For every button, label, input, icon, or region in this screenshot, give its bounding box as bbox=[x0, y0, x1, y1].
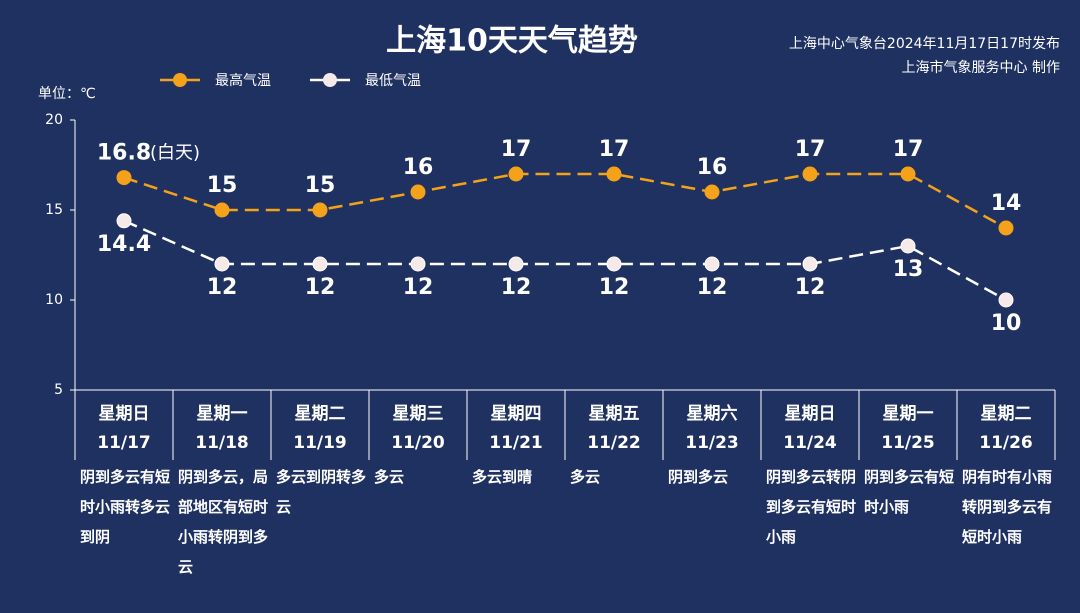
unit-label: 单位：℃ bbox=[38, 86, 96, 102]
point bbox=[998, 220, 1014, 236]
data-label: 17 bbox=[599, 137, 630, 162]
weather-text: 多云 bbox=[374, 468, 405, 486]
series-line bbox=[123, 219, 1007, 302]
x-tick-label: 11/25 bbox=[881, 433, 935, 453]
point bbox=[900, 166, 916, 182]
data-label: 12 bbox=[501, 275, 532, 300]
weather-text: 阴有时有小雨转阴到多云有短时小雨 bbox=[962, 468, 1053, 546]
annotation: (白天) bbox=[150, 143, 200, 164]
data-label: 17 bbox=[795, 137, 826, 162]
data-label: 17 bbox=[893, 137, 924, 162]
legend-label: 最高气温 bbox=[215, 72, 271, 89]
weekday-label: 星期六 bbox=[687, 403, 738, 424]
point bbox=[410, 184, 426, 200]
data-label: 12 bbox=[403, 275, 434, 300]
y-tick-label: 15 bbox=[45, 202, 63, 218]
weekday-label: 星期日 bbox=[99, 404, 150, 424]
weekday-label: 星期一 bbox=[197, 404, 248, 424]
point bbox=[606, 166, 622, 182]
source: 上海中心气象台2024年11月17日17时发布 bbox=[789, 36, 1060, 52]
data-label: 17 bbox=[501, 137, 532, 162]
point bbox=[704, 256, 720, 272]
weather-text: 阴到多云，局部地区有短时小雨转阴到多云 bbox=[178, 468, 269, 576]
weather-text: 阴到多云有短时小雨转多云到阴 bbox=[80, 468, 171, 546]
y-tick-label: 5 bbox=[54, 382, 63, 398]
point bbox=[508, 256, 524, 272]
weather-text: 阴到多云转阴到多云有短时小雨 bbox=[766, 468, 857, 546]
x-tick-label: 11/17 bbox=[97, 433, 151, 453]
data-label: 12 bbox=[697, 275, 728, 300]
weekday-label: 星期二 bbox=[295, 404, 346, 424]
point bbox=[312, 256, 328, 272]
point bbox=[312, 202, 328, 218]
data-label: 10 bbox=[991, 311, 1022, 336]
data-label: 16.8 bbox=[97, 141, 151, 166]
weekday-label: 星期一 bbox=[883, 404, 934, 424]
x-tick-label: 11/20 bbox=[391, 433, 445, 453]
source: 上海市气象服务中心 制作 bbox=[902, 59, 1060, 76]
series-line bbox=[123, 172, 1007, 230]
point bbox=[900, 238, 916, 254]
weather-text: 阴到多云有短时小雨 bbox=[864, 468, 955, 516]
point bbox=[214, 256, 230, 272]
chart-title: 上海10天天气趋势 bbox=[386, 24, 638, 59]
data-label: 14 bbox=[991, 191, 1022, 216]
point bbox=[802, 166, 818, 182]
weekday-label: 星期三 bbox=[393, 404, 444, 424]
weather-text: 多云 bbox=[570, 468, 601, 486]
point bbox=[508, 166, 524, 182]
legend-label: 最低气温 bbox=[365, 73, 421, 89]
legend-marker bbox=[173, 73, 187, 87]
data-label: 12 bbox=[207, 275, 238, 300]
data-label: 14.4 bbox=[97, 232, 151, 257]
x-tick-label: 11/26 bbox=[979, 433, 1033, 453]
x-tick-label: 11/21 bbox=[489, 433, 543, 453]
data-label: 12 bbox=[795, 275, 826, 300]
x-tick-label: 11/24 bbox=[783, 433, 837, 453]
x-tick-label: 11/19 bbox=[293, 433, 347, 453]
y-tick-label: 20 bbox=[45, 112, 63, 128]
x-tick-label: 11/18 bbox=[195, 433, 249, 453]
data-label: 12 bbox=[599, 275, 630, 300]
data-label: 13 bbox=[893, 257, 924, 282]
weekday-label: 星期五 bbox=[589, 404, 640, 424]
data-label: 15 bbox=[207, 173, 238, 198]
legend-marker bbox=[323, 73, 337, 87]
data-label: 12 bbox=[305, 275, 336, 300]
point bbox=[802, 256, 818, 272]
point bbox=[116, 213, 132, 229]
point bbox=[116, 170, 132, 186]
weather-text: 阴到多云 bbox=[668, 468, 729, 486]
weekday-label: 星期四 bbox=[491, 404, 542, 424]
x-tick-label: 11/22 bbox=[587, 433, 641, 453]
point bbox=[214, 202, 230, 218]
weather-text: 多云到晴 bbox=[472, 468, 533, 486]
point bbox=[998, 292, 1014, 308]
data-label: 15 bbox=[305, 173, 336, 198]
data-label: 16 bbox=[697, 155, 728, 180]
x-tick-label: 11/23 bbox=[685, 433, 739, 453]
weekday-label: 星期日 bbox=[785, 404, 836, 424]
point bbox=[704, 184, 720, 200]
weekday-label: 星期二 bbox=[981, 404, 1032, 424]
y-tick-label: 10 bbox=[45, 292, 63, 308]
weather-text: 多云到阴转多云 bbox=[276, 468, 367, 516]
point bbox=[606, 256, 622, 272]
data-label: 16 bbox=[403, 155, 434, 180]
point bbox=[410, 256, 426, 272]
